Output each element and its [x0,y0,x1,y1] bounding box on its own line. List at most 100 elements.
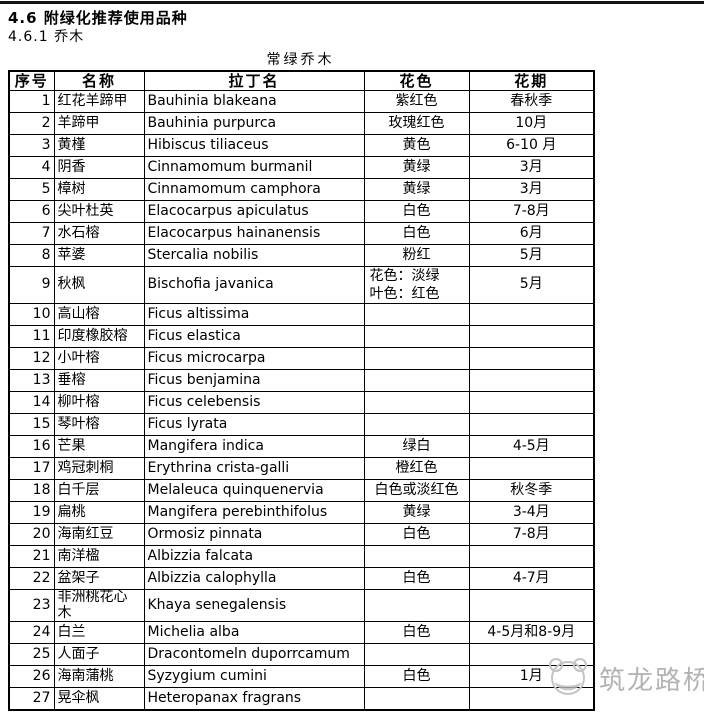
row-number-cell: 12 [8,347,55,371]
flower-color-cell: 花色：淡绿 叶色：红色 [363,265,470,305]
latin-name-cell: Stercalia nobilis [143,244,365,267]
flower-period-cell [468,589,595,623]
flower-color-cell [363,369,470,393]
latin-name-cell: Mangifera indica [143,435,365,459]
header-flower-color: 花色 [363,70,470,91]
name-cell: 南洋楹 [53,545,145,569]
table-row: 2 羊蹄甲 Bauhinia purpurca 玫瑰红色 10月 [8,112,595,135]
name-cell: 人面子 [53,643,145,667]
name-cell: 尖叶杜英 [53,200,145,223]
flower-period-cell: 7-8月 [468,523,595,547]
row-number-cell: 13 [8,369,55,393]
latin-name-cell: Mangifera perebinthifolus [143,501,365,525]
name-cell: 垂榕 [53,369,145,393]
name-cell: 晃伞枫 [53,687,145,711]
flower-period-cell: 6月 [468,222,595,245]
table-title: 常绿乔木 [266,52,335,68]
latin-name-cell: Erythrina crista-galli [143,457,365,481]
row-number-cell: 26 [8,665,55,689]
flower-color-cell: 白色 [363,523,470,547]
latin-name-cell: Melaleuca quinquenervia [143,479,365,503]
name-cell: 水石榕 [53,222,145,245]
flower-color-cell: 黄绿 [363,156,470,179]
name-cell: 扁桃 [53,501,145,525]
flower-period-cell: 秋冬季 [468,479,595,503]
latin-name-cell: Michelia alba [143,621,365,645]
row-number-cell: 15 [8,413,55,437]
name-cell: 黄槿 [53,134,145,157]
flower-color-cell [363,303,470,327]
table-row: 24 白兰 Michelia alba 白色 4-5月和8-9月 [8,621,595,645]
flower-period-cell: 春秋季 [468,90,595,113]
flower-color-cell: 白色或淡红色 [363,479,470,503]
table-row: 3 黄槿 Hibiscus tiliaceus 黄色 6-10 月 [8,134,595,157]
flower-period-cell: 7-8月 [468,200,595,223]
name-cell: 白千层 [53,479,145,503]
table-row: 4 阴香 Cinnamomum burmanil 黄绿 3月 [8,156,595,179]
table-row: 16 芒果 Mangifera indica 绿白 4-5月 [8,435,595,459]
flower-color-cell [363,347,470,371]
table-row: 22 盆架子 Albizzia calophylla 白色 4-7月 [8,567,595,591]
flower-period-cell: 4-5月 [468,435,595,459]
flower-color-cell: 粉红 [363,244,470,267]
name-cell: 芒果 [53,435,145,459]
table-row: 8 苹婆 Stercalia nobilis 粉红 5月 [8,244,595,267]
header-latin-name: 拉丁名 [143,70,365,91]
flower-color-cell [363,687,470,711]
section-heading: 4.6 附绿化推荐使用品种 [8,9,188,27]
header-name: 名称 [53,70,145,91]
latin-name-cell: Albizzia calophylla [143,567,365,591]
table-row: 15 琴叶榕 Ficus lyrata [8,413,595,437]
flower-period-cell [468,391,595,415]
row-number-cell: 16 [8,435,55,459]
flower-color-cell: 白色 [363,567,470,591]
header-flower-period: 花期 [468,70,595,91]
name-cell: 秋枫 [53,265,145,305]
latin-name-cell: Ficus elastica [143,325,365,349]
row-number-cell: 22 [8,567,55,591]
flower-period-cell [468,545,595,569]
flower-color-cell: 白色 [363,222,470,245]
row-number-cell: 5 [8,178,55,201]
table-row: 1 红花羊蹄甲 Bauhinia blakeana 紫红色 春秋季 [8,90,595,113]
flower-color-cell [363,325,470,349]
header-number: 序号 [8,70,55,91]
latin-name-cell: Albizzia falcata [143,545,365,569]
table-header-row: 序号 名称 拉丁名 花色 花期 [8,70,595,91]
latin-name-cell: Ficus benjamina [143,369,365,393]
latin-name-cell: Bauhinia blakeana [143,90,365,113]
flower-period-cell: 5月 [468,244,595,267]
latin-name-cell: Ficus altissima [143,303,365,327]
name-cell: 盆架子 [53,567,145,591]
row-number-cell: 6 [8,200,55,223]
name-cell: 苹婆 [53,244,145,267]
name-cell: 羊蹄甲 [53,112,145,135]
row-number-cell: 27 [8,687,55,711]
latin-name-cell: Syzygium cumini [143,665,365,689]
table-row: 19 扁桃 Mangifera perebinthifolus 黄绿 3-4月 [8,501,595,525]
flower-period-cell: 10月 [468,112,595,135]
sub-section-heading: 4.6.1 乔木 [8,29,85,45]
table-row: 13 垂榕 Ficus benjamina [8,369,595,393]
flower-color-cell: 黄绿 [363,501,470,525]
flower-color-cell: 白色 [363,621,470,645]
latin-name-cell: Ficus lyrata [143,413,365,437]
table-row: 25 人面子 Dracontomeln duporrcamum [8,643,595,667]
watermark: 筑龙路桥 [543,656,704,700]
flower-color-cell: 黄绿 [363,178,470,201]
row-number-cell: 2 [8,112,55,135]
latin-name-cell: Hibiscus tiliaceus [143,134,365,157]
table-row: 21 南洋楹 Albizzia falcata [8,545,595,569]
name-cell: 红花羊蹄甲 [53,90,145,113]
row-number-cell: 7 [8,222,55,245]
name-cell: 樟树 [53,178,145,201]
row-number-cell: 14 [8,391,55,415]
name-cell: 白兰 [53,621,145,645]
latin-name-cell: Khaya senegalensis [143,589,365,623]
flower-period-cell [468,325,595,349]
row-number-cell: 20 [8,523,55,547]
name-cell: 海南蒲桃 [53,665,145,689]
flower-color-cell: 白色 [363,200,470,223]
latin-name-cell: Cinnamomum burmanil [143,156,365,179]
row-number-cell: 1 [8,90,55,113]
